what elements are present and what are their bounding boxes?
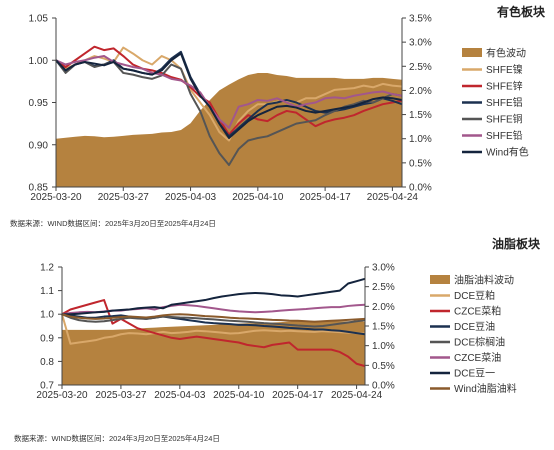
legend-label: SHFE锌 <box>486 80 523 93</box>
legend-label: SHFE铝 <box>486 97 523 109</box>
legend-swatch-area <box>430 275 450 284</box>
chart-title: 油脂板块 <box>492 236 541 251</box>
line-series-7 <box>61 313 366 323</box>
line-series-6 <box>62 277 366 316</box>
legend-label: DCE棕榈油 <box>454 336 505 349</box>
x-tick-label: 2025-03-20 <box>30 192 82 203</box>
legend-label: CZCE菜粕 <box>454 305 501 318</box>
x-tick-label: 2025-04-17 <box>300 192 352 203</box>
x-tick-label: 2025-04-24 <box>367 192 419 203</box>
x-tick-label: 2025-04-24 <box>331 390 383 401</box>
legend-label: Wind油脂油料 <box>454 382 517 395</box>
y2-tick-label: 0.5% <box>372 361 395 372</box>
y-tick-label: 0.8 <box>40 357 54 368</box>
legend-label: DCE豆粕 <box>454 289 495 302</box>
line-series-6 <box>55 52 403 139</box>
x-tick-label: 2025-04-17 <box>272 390 324 401</box>
x-tick-label: 2025-04-10 <box>232 192 284 203</box>
legend-label: Wind有色 <box>486 146 529 159</box>
chart-2: 油脂板块 0.7 0.8 0.9 1.0 1.1 1.2 0.0% 0.5% 1.0% 1.5% 2.… <box>14 236 541 443</box>
y-tick-label: 0.85 <box>29 183 49 194</box>
y-tick-label: 1.05 <box>29 14 49 25</box>
x-tick-label: 2025-04-03 <box>154 390 206 401</box>
y2-tick-label: 1.0% <box>372 341 395 352</box>
y-tick-label: 0.90 <box>29 140 49 151</box>
y2-tick-label: 0.5% <box>409 158 432 169</box>
x-tick-label: 2025-03-27 <box>95 390 147 401</box>
y-tick-label: 0.7 <box>40 381 54 392</box>
legend-label: SHFE铜 <box>486 114 523 126</box>
legend: 油脂油料波动 DCE豆粕 CZCE菜粕 DCE豆油 DCE棕榈油 CZCE菜油 DCE豆一 W… <box>430 274 517 395</box>
y-tick-label: 1.00 <box>29 56 49 67</box>
legend-swatch-area <box>462 48 482 57</box>
legend-label: 有色波动 <box>486 47 526 60</box>
line-series-3 <box>61 313 366 336</box>
line-series-1 <box>61 313 366 345</box>
y2-tick-label: 0.0% <box>372 381 395 392</box>
chart-1: 有色板块 0.85 0.90 0.95 1.00 1.05 0.0% 0.5% 1.0% 1.5%… <box>10 4 546 228</box>
legend-label: CZCE菜油 <box>454 351 501 364</box>
y2-tick-label: 3.0% <box>372 263 395 274</box>
y2-tick-label: 2.5% <box>409 62 432 73</box>
x-tick-label: 2025-03-20 <box>36 390 88 401</box>
area-series-volatility <box>62 320 365 385</box>
y2-tick-label: 3.5% <box>409 14 432 25</box>
legend-label: DCE豆油 <box>454 320 495 333</box>
y2-tick-label: 3.0% <box>409 38 432 49</box>
source-note: 数据来源：WIND数据区间：2024年3月20日至2025年4月24日 <box>14 433 220 443</box>
legend-label: SHFE镍 <box>486 63 523 76</box>
y2-tick-label: 1.5% <box>372 322 395 333</box>
y-tick-label: 0.95 <box>29 98 49 109</box>
y-tick-label: 0.9 <box>40 333 54 344</box>
legend-label: 油脂油料波动 <box>454 274 514 287</box>
line-series-2 <box>61 299 366 368</box>
x-tick-label: 2025-03-27 <box>98 192 150 203</box>
line-series-4 <box>61 313 366 328</box>
y2-tick-label: 2.0% <box>372 302 395 313</box>
line-series-2 <box>55 45 403 136</box>
y-tick-label: 1.0 <box>40 310 54 321</box>
source-note: 数据来源：WIND数据区间：2025年3月20日至2025年4月24日 <box>10 218 216 228</box>
chart-title: 有色板块 <box>497 4 546 19</box>
y2-tick-label: 0.0% <box>409 183 432 194</box>
y2-tick-label: 2.0% <box>409 86 432 97</box>
y2-tick-label: 1.0% <box>409 134 432 145</box>
legend-label: SHFE铅 <box>486 129 523 142</box>
x-tick-label: 2025-04-10 <box>213 390 265 401</box>
y2-tick-label: 2.5% <box>372 282 395 293</box>
y2-tick-label: 1.5% <box>409 110 432 121</box>
legend: 有色波动 SHFE镍 SHFE锌 SHFE铝 SHFE铜 SHFE铅 Wind有色 <box>462 47 529 159</box>
area-series-volatility <box>56 73 402 187</box>
x-tick-label: 2025-04-03 <box>165 192 217 203</box>
legend-label: DCE豆一 <box>454 368 495 380</box>
y-tick-label: 1.2 <box>40 263 54 274</box>
y-tick-label: 1.1 <box>40 286 54 297</box>
